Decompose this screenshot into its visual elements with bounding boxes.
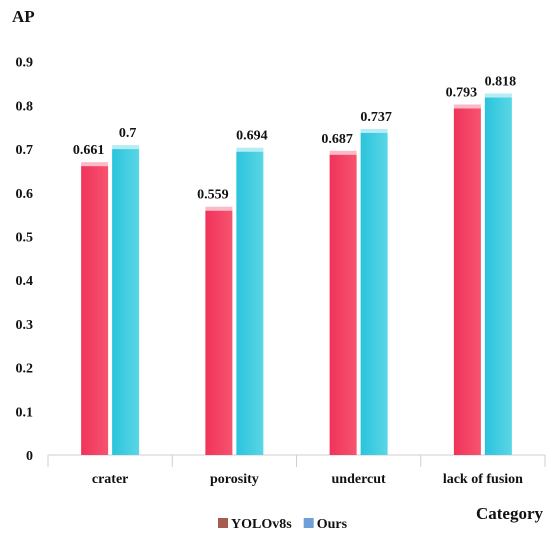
- bar-yolov8s-undercut: [329, 154, 357, 455]
- legend-swatch-ours: [303, 518, 314, 528]
- category-label: porosity: [210, 472, 259, 487]
- y-tick-label: 0.9: [16, 56, 34, 71]
- bar-cap: [360, 128, 388, 133]
- bar-cap: [453, 104, 481, 109]
- y-tick-label: 0.1: [16, 405, 34, 420]
- category-label: crater: [92, 472, 129, 487]
- y-axis-title: AP: [12, 7, 35, 26]
- legend-label: YOLOv8s: [231, 517, 292, 532]
- bar-yolov8s-crater: [81, 166, 109, 455]
- bar-cap: [236, 147, 264, 152]
- data-label: 0.687: [321, 132, 353, 147]
- category-label: undercut: [332, 472, 387, 487]
- bars: [81, 93, 512, 456]
- data-label: 0.737: [360, 110, 392, 125]
- bar-ours-undercut: [360, 132, 388, 455]
- bar-cap: [81, 162, 109, 167]
- bar-cap: [205, 206, 233, 211]
- y-tick-label: 0.6: [16, 187, 34, 202]
- y-tick-label: 0.3: [16, 318, 34, 333]
- y-tick-label: 0.5: [16, 231, 34, 246]
- data-label: 0.818: [485, 75, 517, 90]
- y-tick-label: 0.7: [16, 143, 34, 158]
- x-axis-title: Category: [476, 504, 544, 523]
- bar-cap: [112, 145, 140, 150]
- legend-swatch-yolov8s: [218, 518, 228, 528]
- y-tick-label: 0: [26, 449, 33, 464]
- y-tick-label: 0.4: [16, 274, 34, 289]
- bar-cap: [329, 150, 357, 155]
- bar-yolov8s-lack-of-fusion: [453, 108, 481, 456]
- x-ticks: crater porosity undercut lack of fusion: [92, 472, 523, 487]
- y-ticks: 0 0.1 0.2 0.3 0.4 0.5 0.6 0.7 0.8 0.9: [16, 56, 34, 464]
- legend-label: Ours: [317, 517, 348, 532]
- bar-cap: [484, 93, 512, 98]
- bar-yolov8s-porosity: [205, 210, 233, 455]
- bar-ours-porosity: [236, 151, 264, 456]
- data-label: 0.661: [73, 143, 105, 158]
- data-label: 0.559: [197, 188, 229, 203]
- data-labels: 0.661 0.7 0.559 0.694 0.687 0.737 0.793 0.818: [73, 75, 516, 203]
- bar-ours-crater: [112, 149, 140, 455]
- legend: YOLOv8s Ours: [218, 517, 348, 532]
- y-tick-label: 0.8: [16, 99, 34, 114]
- data-label: 0.793: [446, 85, 478, 100]
- bar-ours-lack-of-fusion: [484, 97, 512, 455]
- data-label: 0.694: [236, 129, 268, 144]
- grid-layer: [47, 454, 546, 467]
- data-label: 0.7: [119, 126, 137, 141]
- category-label: lack of fusion: [443, 472, 523, 487]
- y-tick-label: 0.2: [16, 362, 34, 377]
